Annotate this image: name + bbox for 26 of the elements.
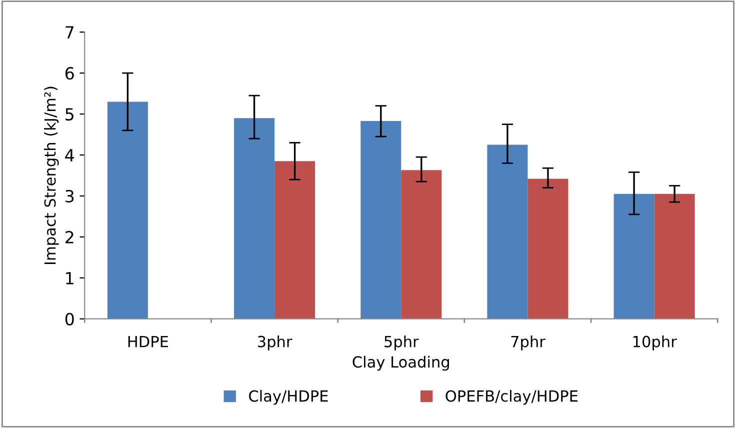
y-tick-label: 1 [66,272,74,284]
x-tick-label: 5phr [384,336,419,350]
y-tick-label: 2 [66,230,74,244]
y-tick-label: 5 [66,108,74,121]
bar [528,178,568,319]
bar [401,170,442,319]
legend-label: OPEFB/clay/HDPE [446,390,578,405]
bar [360,120,402,319]
x-tick-label: 10phr [633,336,677,350]
y-tick-label: 0 [65,312,74,326]
x-axis-title: Clay Loading [352,356,449,371]
y-axis-title: Impact Strength (kJ/m²) [44,86,59,264]
bar [274,161,316,319]
y-tick-label: 7 [66,26,74,38]
legend-label: Clay/HDPE [249,390,328,405]
bar [614,194,654,319]
bar [107,102,148,319]
x-tick-label: 3phr [258,336,292,350]
bar [234,118,275,319]
y-tick-label: 6 [65,67,74,80]
bar [487,144,528,319]
x-tick-label: HDPE [128,336,168,348]
x-tick-label: 7phr [511,336,546,350]
y-tick-label: 4 [65,149,74,162]
y-tick-label: 3 [66,190,74,203]
bar [654,194,695,319]
